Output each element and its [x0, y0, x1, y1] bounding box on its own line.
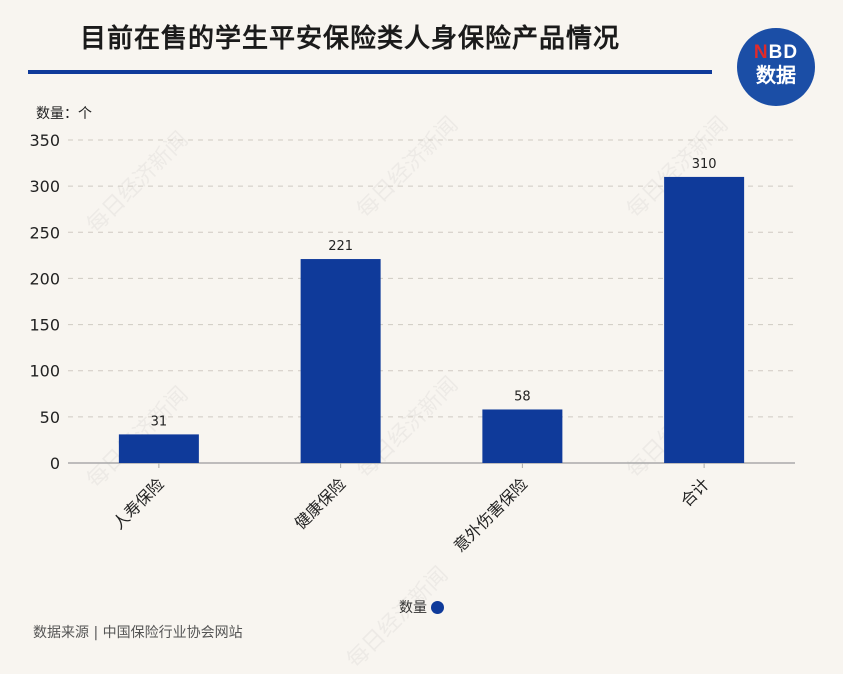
data-source: 数据来源 | 中国保险行业协会网站: [33, 625, 243, 641]
chart-title: 目前在售的学生平安保险类人身保险产品情况: [80, 24, 621, 54]
data-label: 58: [514, 389, 531, 404]
y-tick-label: 300: [29, 177, 60, 196]
legend-swatch: [431, 601, 444, 614]
y-tick-label: 150: [29, 316, 60, 335]
title-underline: [28, 70, 712, 74]
data-label: 310: [692, 157, 717, 172]
bar: [482, 409, 563, 463]
y-tick-label: 200: [29, 269, 60, 288]
y-tick-label: 100: [29, 362, 60, 381]
legend: 数量: [0, 597, 843, 617]
y-tick-label: 250: [29, 223, 60, 242]
bar-chart: 0 50 100 150 200 250 300 350 31 人寿保险 221 健康保险 58 意外伤害…: [29, 131, 795, 556]
y-axis-label: 数量：个: [36, 106, 92, 122]
bar: [118, 434, 199, 463]
logo-bd: BD: [768, 42, 799, 63]
bar: [300, 259, 381, 463]
logo-data-label: 数据: [756, 65, 796, 87]
logo-n: N: [753, 42, 769, 63]
bar: [664, 176, 745, 463]
data-label: 221: [328, 239, 353, 254]
x-tick-label: 人寿保险: [109, 474, 168, 533]
x-tick-label: 合计: [677, 474, 713, 510]
legend-label: 数量: [399, 600, 427, 616]
y-tick-label: 350: [29, 131, 60, 150]
data-label: 31: [151, 414, 168, 429]
x-tick-label: 意外伤害保险: [450, 474, 531, 555]
x-tick-label: 健康保险: [291, 474, 350, 533]
nbd-logo: NBD 数据: [737, 28, 815, 106]
y-tick-label: 50: [40, 408, 60, 427]
y-tick-label: 0: [50, 454, 60, 473]
